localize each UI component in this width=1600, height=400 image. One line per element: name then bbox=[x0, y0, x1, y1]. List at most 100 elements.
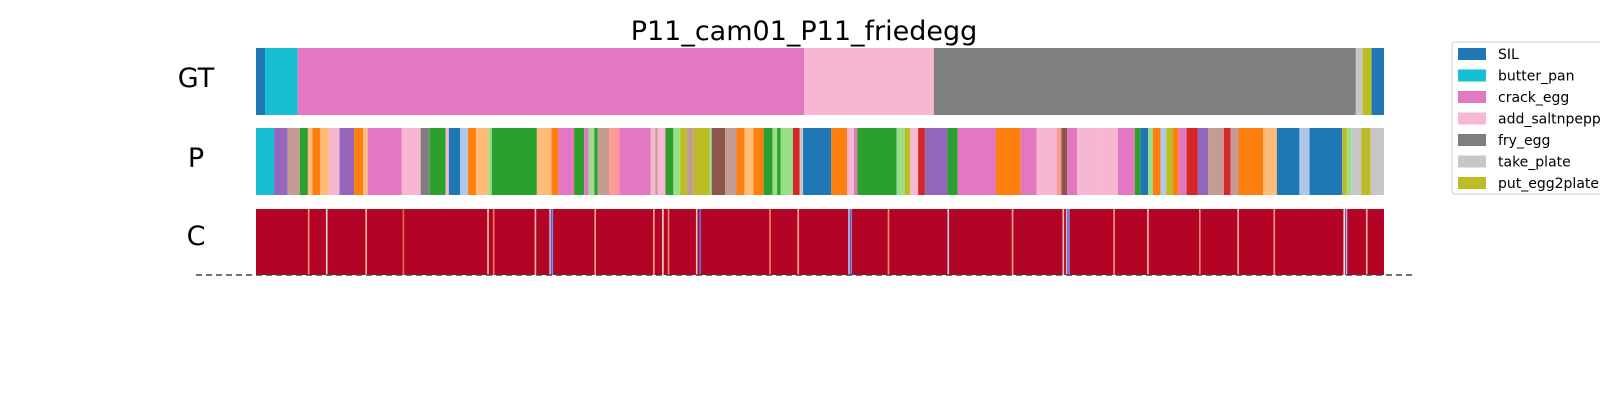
confidence-mark bbox=[848, 209, 850, 275]
confidence-mark bbox=[653, 209, 655, 275]
confidence-mark bbox=[307, 209, 310, 275]
p-segment bbox=[957, 128, 996, 195]
confidence-mark bbox=[887, 209, 890, 275]
confidence-mark bbox=[1199, 209, 1201, 275]
p-segment bbox=[725, 128, 737, 195]
p-segment bbox=[320, 128, 330, 195]
gt-segment bbox=[1371, 48, 1384, 115]
p-segment bbox=[910, 128, 919, 195]
p-segment bbox=[772, 128, 778, 195]
p-segment bbox=[896, 128, 905, 195]
confidence-mark bbox=[1062, 209, 1065, 275]
p-segment bbox=[763, 128, 773, 195]
p-segment bbox=[1342, 128, 1347, 195]
row-label-c: C bbox=[187, 221, 206, 252]
legend-swatch bbox=[1458, 48, 1486, 60]
confidence-mark bbox=[487, 209, 489, 275]
p-segment bbox=[312, 128, 321, 195]
legend-swatch bbox=[1458, 91, 1486, 103]
confidence-mark bbox=[699, 209, 701, 275]
p-segment bbox=[448, 128, 461, 195]
p-segment bbox=[1117, 128, 1135, 195]
legend-swatch bbox=[1458, 134, 1486, 146]
p-segment bbox=[686, 128, 694, 195]
p-segment bbox=[367, 128, 402, 195]
legend-label: add_saltnpepper bbox=[1498, 112, 1600, 128]
p-segment bbox=[1152, 128, 1161, 195]
gt-segment bbox=[1362, 48, 1372, 115]
confidence-mark bbox=[594, 209, 596, 275]
p-segment bbox=[1309, 128, 1343, 195]
confidence-mark bbox=[797, 209, 800, 275]
p-segment bbox=[609, 128, 620, 195]
p-segment bbox=[536, 128, 552, 195]
p-segment bbox=[857, 128, 897, 195]
legend-swatch bbox=[1458, 112, 1486, 125]
p-segment bbox=[1346, 128, 1352, 195]
p-segment bbox=[655, 128, 658, 195]
p-segment bbox=[1299, 128, 1310, 195]
p-segment bbox=[924, 128, 948, 195]
p-segment bbox=[307, 128, 313, 195]
p-segment bbox=[1020, 128, 1037, 195]
p-segment bbox=[853, 128, 858, 195]
p-segment bbox=[401, 128, 421, 195]
legend-label: butter_pan bbox=[1498, 69, 1574, 85]
p-segment bbox=[1238, 128, 1264, 195]
legend-label: SIL bbox=[1498, 47, 1519, 63]
p-segment bbox=[831, 128, 848, 195]
confidence-mark bbox=[662, 209, 664, 275]
p-segment bbox=[799, 128, 804, 195]
p-segment bbox=[1276, 128, 1300, 195]
p-segment bbox=[299, 128, 308, 195]
p-segment bbox=[256, 128, 275, 195]
legend-label: fry_egg bbox=[1498, 133, 1550, 149]
p-segment bbox=[287, 128, 300, 195]
p-segment bbox=[429, 128, 446, 195]
gt-segment-row bbox=[256, 48, 1384, 115]
confidence-mark bbox=[850, 209, 853, 275]
p-segment-row bbox=[256, 128, 1384, 195]
confidence-mark bbox=[325, 209, 328, 275]
p-segment bbox=[445, 128, 449, 195]
p-segment bbox=[551, 128, 559, 195]
confidence-mark bbox=[1147, 209, 1149, 275]
p-segment bbox=[650, 128, 656, 195]
p-segment bbox=[1056, 128, 1062, 195]
p-segment bbox=[709, 128, 712, 195]
row-label-p: P bbox=[188, 143, 204, 174]
p-segment bbox=[1186, 128, 1198, 195]
confidence-row bbox=[256, 209, 1384, 275]
p-segment bbox=[363, 128, 368, 195]
p-segment bbox=[753, 128, 764, 195]
confidence-mark bbox=[402, 209, 405, 275]
p-segment bbox=[1166, 128, 1174, 195]
p-segment bbox=[1077, 128, 1097, 195]
p-segment bbox=[354, 128, 364, 195]
legend-swatch bbox=[1458, 155, 1486, 168]
p-segment bbox=[665, 128, 674, 195]
p-segment bbox=[619, 128, 651, 195]
gt-segment bbox=[804, 48, 934, 115]
p-segment bbox=[468, 128, 476, 195]
p-segment bbox=[995, 128, 1021, 195]
p-segment bbox=[673, 128, 681, 195]
legend-label: put_egg2plate bbox=[1498, 176, 1599, 192]
confidence-mark bbox=[695, 209, 698, 275]
p-segment bbox=[1370, 128, 1384, 195]
p-segment bbox=[475, 128, 489, 195]
gt-segment bbox=[256, 48, 266, 115]
p-segment bbox=[1263, 128, 1277, 195]
confidence-mark bbox=[1365, 209, 1368, 275]
p-segment bbox=[711, 128, 726, 195]
p-segment bbox=[1351, 128, 1362, 195]
p-segment bbox=[1134, 128, 1141, 195]
confidence-mark bbox=[1068, 209, 1070, 275]
confidence-mark bbox=[492, 209, 495, 275]
legend-label: crack_egg bbox=[1498, 90, 1569, 106]
p-segment bbox=[803, 128, 832, 195]
p-segment bbox=[1361, 128, 1371, 195]
p-segment bbox=[584, 128, 589, 195]
p-segment bbox=[1173, 128, 1179, 195]
legend-frame bbox=[1451, 41, 1600, 195]
